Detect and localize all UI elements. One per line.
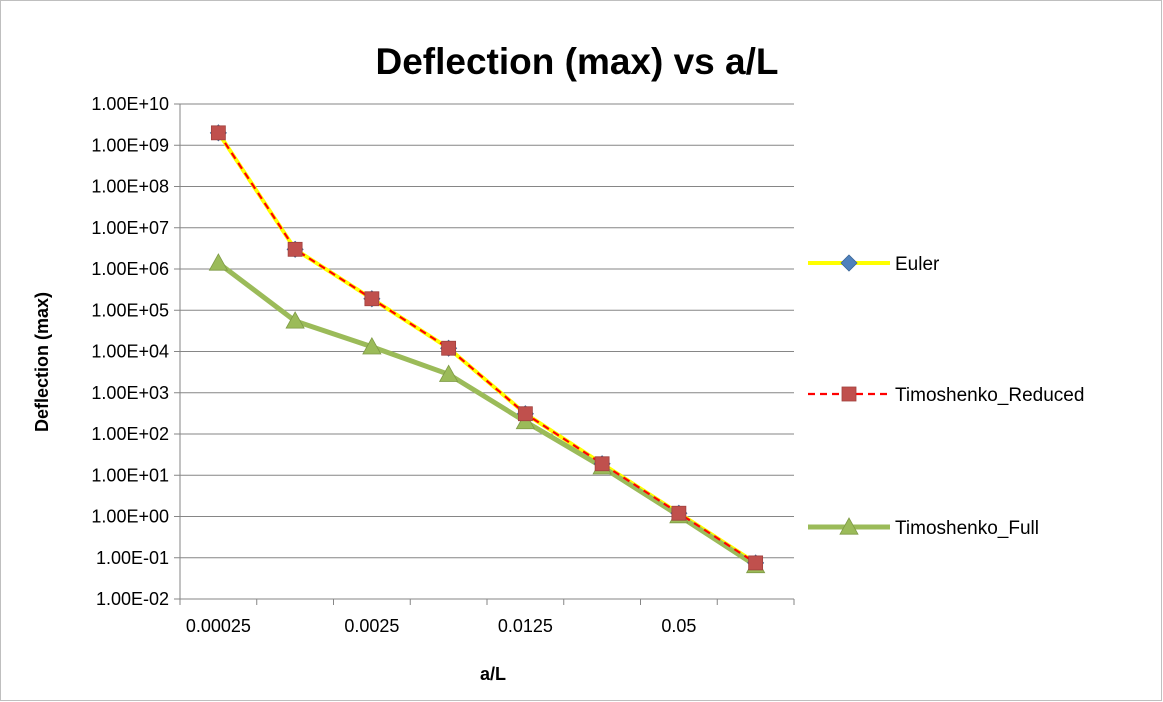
y-tick-label: 1.00E+04 xyxy=(91,342,169,362)
series-line-timoshenko-reduced xyxy=(217,132,757,564)
series-line-timoshenko-full xyxy=(216,260,757,568)
data-point-timoshenko-full xyxy=(362,336,382,355)
y-tick-label: 1.00E+01 xyxy=(91,465,169,485)
data-point-timoshenko-full xyxy=(285,311,305,329)
legend-item-timoshenko-full: Timoshenko_Full xyxy=(808,517,1039,539)
x-tick-labels: 0.00025 0.0025 0.0125 0.05 xyxy=(186,616,697,636)
markers-timoshenko-full xyxy=(208,253,766,574)
legend-label: Timoshenko_Full xyxy=(895,518,1039,539)
x-tick-label: 0.0125 xyxy=(498,616,553,636)
y-tick-label: 1.00E+05 xyxy=(91,300,169,320)
series-line-euler xyxy=(216,131,757,565)
y-tick-label: 1.00E+06 xyxy=(91,259,169,279)
gridlines xyxy=(180,103,794,600)
series-timoshenko-full xyxy=(216,260,757,568)
data-point-timoshenko-full xyxy=(438,364,459,382)
data-point-timoshenko-reduced xyxy=(364,291,380,307)
x-tick-label: 0.05 xyxy=(661,616,696,636)
markers-euler xyxy=(209,124,765,572)
data-point-timoshenko-reduced xyxy=(517,406,533,422)
markers-timoshenko-reduced xyxy=(210,125,764,571)
data-point-timoshenko-reduced xyxy=(748,555,764,571)
legend-item-euler: Euler xyxy=(808,254,940,275)
y-tick-labels: 1.00E-02 1.00E-01 1.00E+00 1.00E+01 1.00E+02… xyxy=(91,94,169,609)
y-tick-label: 1.00E+02 xyxy=(91,424,169,444)
axes xyxy=(174,103,795,605)
legend-marker xyxy=(841,386,857,402)
data-point-timoshenko-reduced xyxy=(287,241,303,257)
data-point-timoshenko-full xyxy=(208,253,229,271)
series-timoshenko-reduced xyxy=(217,132,757,564)
legend-item-timoshenko-reduced: Timoshenko_Reduced xyxy=(808,385,1084,406)
chart-title: Deflection (max) vs a/L xyxy=(375,41,778,82)
legend: Euler Timoshenko_Reduced Timoshenko_Full xyxy=(808,254,1084,539)
data-point-timoshenko-reduced xyxy=(594,456,610,472)
y-tick-label: 1.00E+09 xyxy=(91,135,169,155)
data-point-timoshenko-reduced xyxy=(210,125,226,141)
series xyxy=(208,124,766,574)
legend-marker xyxy=(840,254,858,272)
y-tick-label: 1.00E+10 xyxy=(91,94,169,114)
y-tick-label: 1.00E+08 xyxy=(91,177,169,197)
y-tick-label: 1.00E+03 xyxy=(91,383,169,403)
y-axis-label: Deflection (max) xyxy=(32,292,52,432)
legend-label: Timoshenko_Reduced xyxy=(895,385,1084,406)
x-tick-label: 0.0025 xyxy=(344,616,399,636)
series-euler xyxy=(216,131,757,565)
legend-marker xyxy=(839,517,859,535)
y-tick-label: 1.00E-02 xyxy=(96,589,169,609)
y-tick-label: 1.00E+00 xyxy=(91,507,169,527)
x-tick-label: 0.00025 xyxy=(186,616,251,636)
data-point-timoshenko-reduced xyxy=(441,340,457,356)
data-point-timoshenko-reduced xyxy=(671,505,687,521)
y-tick-label: 1.00E-01 xyxy=(96,548,169,568)
x-axis-label: a/L xyxy=(480,664,506,684)
y-tick-label: 1.00E+07 xyxy=(91,218,169,238)
legend-label: Euler xyxy=(895,254,940,275)
